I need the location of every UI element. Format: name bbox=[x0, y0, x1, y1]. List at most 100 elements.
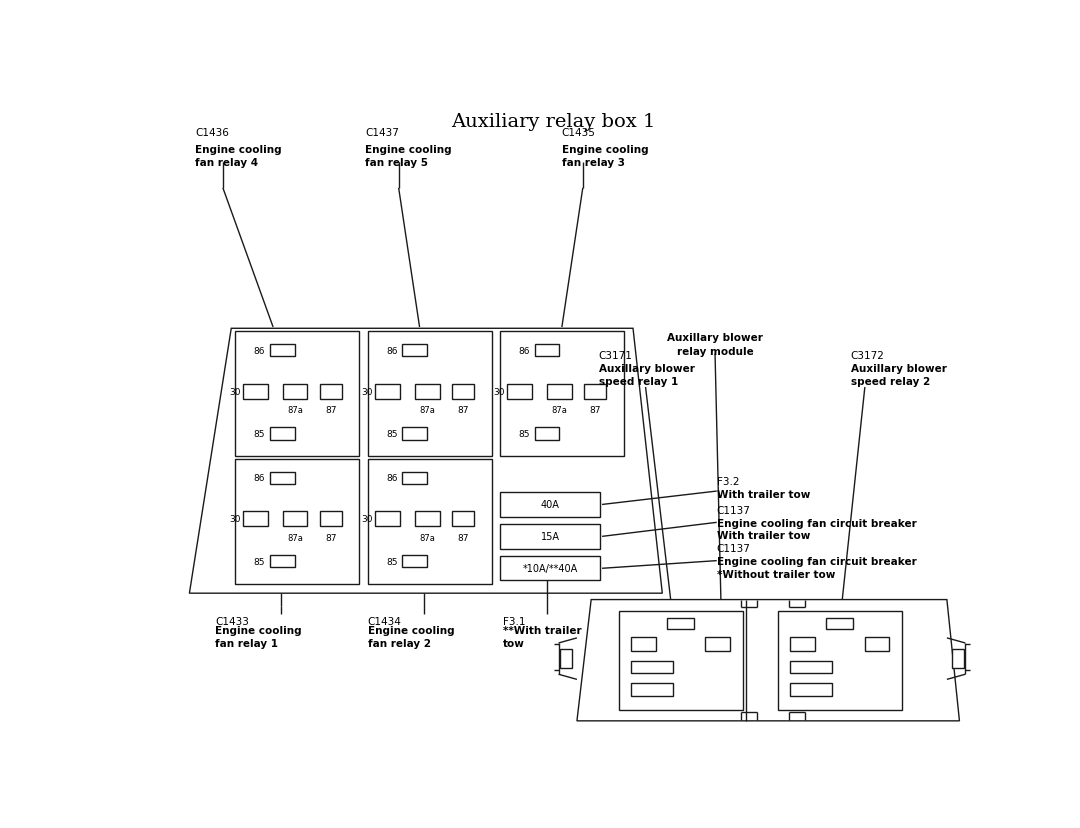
Text: C1437: C1437 bbox=[365, 128, 399, 137]
Text: 87a: 87a bbox=[419, 406, 435, 414]
Polygon shape bbox=[189, 329, 662, 594]
Bar bbox=[283, 384, 308, 399]
Text: 86: 86 bbox=[386, 346, 397, 355]
Text: Auxillary blower: Auxillary blower bbox=[667, 333, 762, 343]
Bar bbox=[283, 512, 308, 527]
Bar bbox=[705, 637, 730, 651]
Text: F3.1: F3.1 bbox=[503, 616, 526, 626]
Bar bbox=[415, 512, 440, 527]
Bar bbox=[367, 332, 491, 456]
Polygon shape bbox=[577, 599, 959, 721]
Bar bbox=[500, 332, 624, 456]
Bar bbox=[403, 472, 428, 484]
Bar bbox=[631, 637, 656, 651]
Text: 15A: 15A bbox=[541, 532, 559, 542]
Bar bbox=[619, 611, 743, 710]
Bar bbox=[631, 661, 673, 674]
Text: 30: 30 bbox=[229, 388, 241, 397]
Text: 87a: 87a bbox=[287, 533, 302, 542]
Text: 30: 30 bbox=[361, 515, 373, 524]
Bar bbox=[320, 512, 342, 527]
Text: Auxillary blower
speed relay 2: Auxillary blower speed relay 2 bbox=[851, 364, 946, 387]
Bar bbox=[546, 384, 571, 399]
Bar bbox=[500, 493, 600, 517]
Text: 85: 85 bbox=[254, 557, 266, 566]
Bar bbox=[500, 556, 600, 580]
Text: 87: 87 bbox=[325, 533, 337, 542]
Text: 86: 86 bbox=[518, 346, 529, 355]
Bar bbox=[270, 344, 295, 357]
Text: 86: 86 bbox=[254, 474, 266, 483]
Bar bbox=[864, 637, 889, 651]
Bar bbox=[243, 512, 268, 527]
Bar bbox=[415, 384, 440, 399]
Bar bbox=[778, 611, 902, 710]
Text: C1137: C1137 bbox=[717, 505, 751, 515]
Bar bbox=[667, 619, 694, 629]
Text: 85: 85 bbox=[386, 430, 397, 439]
Text: C1435: C1435 bbox=[562, 128, 596, 137]
Bar bbox=[375, 512, 400, 527]
Text: Auxiliary relay box 1: Auxiliary relay box 1 bbox=[451, 113, 656, 131]
Bar bbox=[451, 384, 474, 399]
Bar bbox=[235, 332, 360, 456]
Bar bbox=[270, 472, 295, 484]
Text: Auxillary blower
speed relay 1: Auxillary blower speed relay 1 bbox=[598, 364, 694, 387]
Text: Engine cooling
fan relay 4: Engine cooling fan relay 4 bbox=[195, 145, 282, 167]
Text: C3171: C3171 bbox=[598, 351, 633, 361]
Text: 30: 30 bbox=[361, 388, 373, 397]
Bar bbox=[235, 460, 360, 584]
Text: 87a: 87a bbox=[552, 406, 567, 414]
Text: Engine cooling fan circuit breaker
With trailer tow: Engine cooling fan circuit breaker With … bbox=[717, 518, 917, 541]
Text: C1436: C1436 bbox=[195, 128, 229, 137]
Text: 87a: 87a bbox=[287, 406, 302, 414]
Text: Engine cooling
fan relay 5: Engine cooling fan relay 5 bbox=[365, 145, 451, 167]
Bar bbox=[535, 428, 559, 440]
Text: 87a: 87a bbox=[419, 533, 435, 542]
Text: 87: 87 bbox=[457, 533, 469, 542]
Bar bbox=[535, 344, 559, 357]
Text: C1434: C1434 bbox=[367, 616, 402, 626]
Bar bbox=[500, 525, 600, 549]
Bar bbox=[403, 344, 428, 357]
Bar bbox=[508, 384, 532, 399]
Text: 40A: 40A bbox=[541, 500, 559, 510]
Bar bbox=[951, 649, 963, 668]
Text: 85: 85 bbox=[386, 557, 397, 566]
Text: Engine cooling
fan relay 1: Engine cooling fan relay 1 bbox=[215, 625, 302, 647]
Bar bbox=[791, 661, 833, 674]
Text: C1433: C1433 bbox=[215, 616, 249, 626]
Text: 86: 86 bbox=[386, 474, 397, 483]
Text: Engine cooling fan circuit breaker
*Without trailer tow: Engine cooling fan circuit breaker *With… bbox=[717, 556, 917, 579]
Text: 87: 87 bbox=[325, 406, 337, 414]
Bar bbox=[584, 384, 607, 399]
Text: 30: 30 bbox=[229, 515, 241, 524]
Text: F3.2: F3.2 bbox=[717, 476, 739, 486]
Bar bbox=[270, 556, 295, 568]
Bar bbox=[561, 649, 572, 668]
Text: 85: 85 bbox=[254, 430, 266, 439]
Bar bbox=[320, 384, 342, 399]
Bar bbox=[403, 428, 428, 440]
Text: relay module: relay module bbox=[677, 347, 754, 357]
Bar bbox=[243, 384, 268, 399]
Text: **With trailer
tow: **With trailer tow bbox=[503, 625, 582, 647]
Text: 86: 86 bbox=[254, 346, 266, 355]
Text: With trailer tow: With trailer tow bbox=[717, 489, 810, 499]
Text: 85: 85 bbox=[518, 430, 529, 439]
Bar bbox=[791, 637, 815, 651]
Text: 30: 30 bbox=[494, 388, 504, 397]
Bar bbox=[367, 460, 491, 584]
Bar bbox=[403, 556, 428, 568]
Bar bbox=[270, 428, 295, 440]
Text: Engine cooling
fan relay 2: Engine cooling fan relay 2 bbox=[367, 625, 455, 647]
Bar bbox=[791, 683, 833, 696]
Text: *10A/**40A: *10A/**40A bbox=[523, 564, 578, 574]
Text: C1137: C1137 bbox=[717, 543, 751, 553]
Bar bbox=[375, 384, 400, 399]
Text: 87: 87 bbox=[457, 406, 469, 414]
Text: Engine cooling
fan relay 3: Engine cooling fan relay 3 bbox=[562, 145, 648, 167]
Bar bbox=[826, 619, 853, 629]
Bar bbox=[631, 683, 673, 696]
Text: 87: 87 bbox=[590, 406, 602, 414]
